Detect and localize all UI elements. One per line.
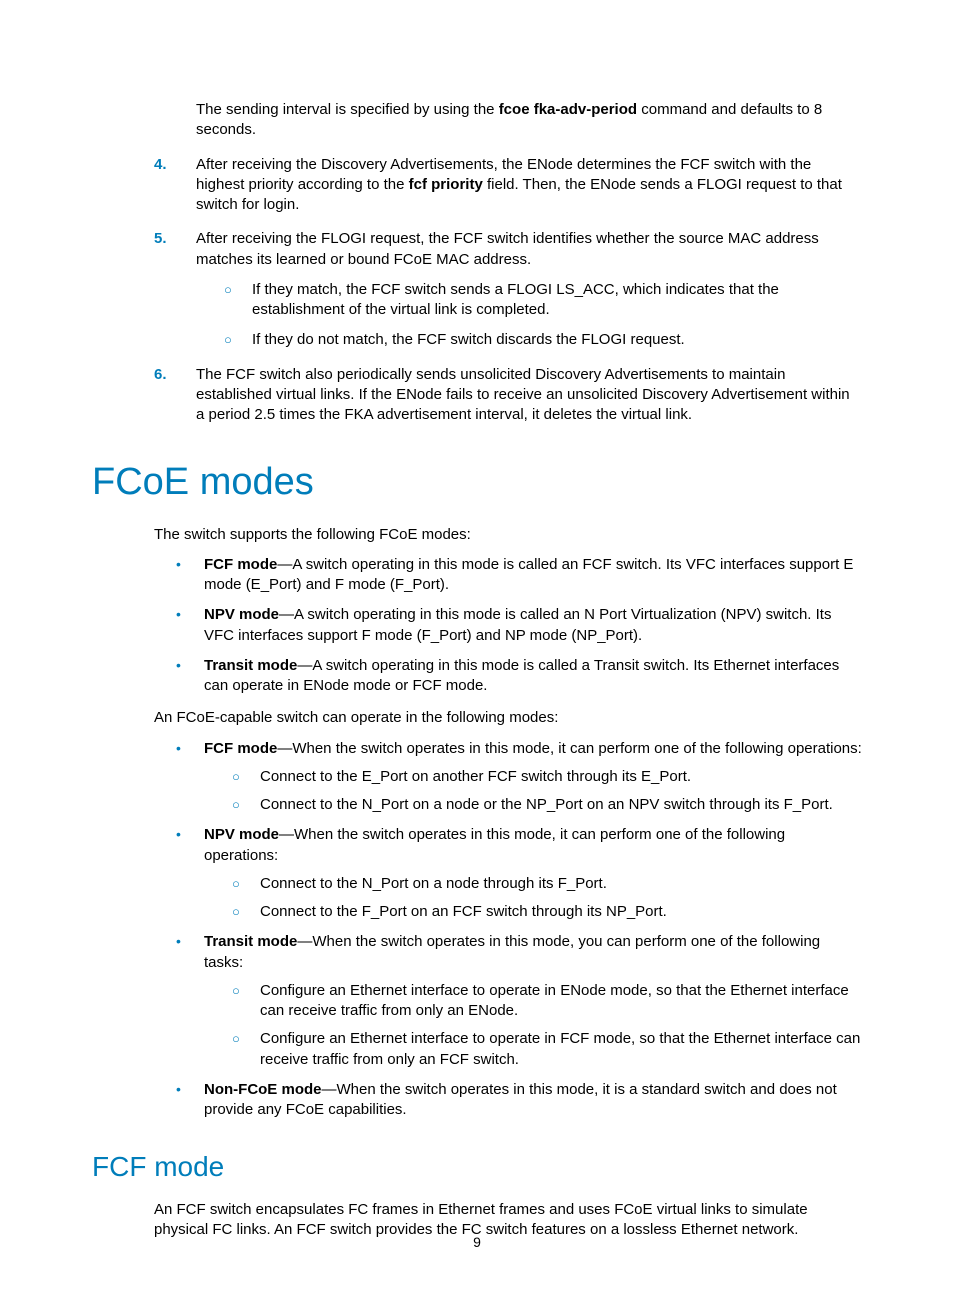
list-number: 6.	[154, 365, 196, 426]
text: —When the switch operates in this mode, …	[204, 933, 820, 970]
document-page: The sending interval is specified by usi…	[0, 0, 954, 1296]
bullet-list-item: • Transit mode—When the switch operates …	[176, 932, 862, 1070]
bullet-list-item: • NPV mode—When the switch operates in t…	[176, 825, 862, 922]
bullet-icon: •	[176, 1080, 204, 1121]
list-body: Transit mode—A switch operating in this …	[204, 656, 862, 697]
text: Connect to the E_Port on another FCF swi…	[260, 767, 862, 787]
ordered-list-item-5: 5. After receiving the FLOGI request, th…	[154, 229, 862, 350]
bullet-list-item: • FCF mode—A switch operating in this mo…	[176, 555, 862, 596]
list-number: 5.	[154, 229, 196, 350]
sub-list-item: ○ Connect to the E_Port on another FCF s…	[232, 767, 862, 787]
text: Connect to the N_Port on a node through …	[260, 874, 862, 894]
circle-marker-icon: ○	[232, 767, 260, 787]
bullet-icon: •	[176, 555, 204, 596]
list-body: NPV mode—When the switch operates in thi…	[204, 825, 862, 922]
sub-list-item: ○ If they do not match, the FCF switch d…	[224, 330, 862, 350]
list-body: After receiving the Discovery Advertisem…	[196, 155, 862, 216]
page-content: The sending interval is specified by usi…	[92, 100, 862, 1241]
list-body: After receiving the FLOGI request, the F…	[196, 229, 862, 350]
text: Connect to the F_Port on an FCF switch t…	[260, 902, 862, 922]
text: The sending interval is specified by usi…	[196, 101, 499, 118]
circle-marker-icon: ○	[232, 1029, 260, 1070]
mode-name: NPV mode	[204, 606, 279, 623]
sub-list-item: ○ Connect to the N_Port on a node or the…	[232, 795, 862, 815]
circle-marker-icon: ○	[224, 280, 252, 321]
text: —A switch operating in this mode is call…	[204, 657, 839, 694]
sub-list-item: ○ Configure an Ethernet interface to ope…	[232, 1029, 862, 1070]
list-body: Transit mode—When the switch operates in…	[204, 932, 862, 1070]
list-body: NPV mode—A switch operating in this mode…	[204, 605, 862, 646]
paragraph: The switch supports the following FCoE m…	[154, 525, 862, 545]
text: After receiving the FLOGI request, the F…	[196, 230, 819, 267]
bullet-list-item: • Non-FCoE mode—When the switch operates…	[176, 1080, 862, 1121]
ordered-list-item-6: 6. The FCF switch also periodically send…	[154, 365, 862, 426]
bullet-list-item: • FCF mode—When the switch operates in t…	[176, 739, 862, 816]
text: —When the switch operates in this mode, …	[277, 740, 861, 757]
command-name: fcoe fka-adv-period	[499, 101, 637, 118]
mode-name: Non-FCoE mode	[204, 1081, 322, 1098]
page-number: 9	[0, 1234, 954, 1250]
field-name: fcf priority	[409, 176, 483, 193]
subsection-heading-fcf-mode: FCF mode	[92, 1148, 862, 1186]
sub-list-item: ○ Configure an Ethernet interface to ope…	[232, 981, 862, 1022]
circle-marker-icon: ○	[232, 795, 260, 815]
list-number: 4.	[154, 155, 196, 216]
continuation-paragraph: The sending interval is specified by usi…	[196, 100, 862, 141]
mode-name: Transit mode	[204, 657, 297, 674]
text: Configure an Ethernet interface to opera…	[260, 1029, 862, 1070]
mode-name: Transit mode	[204, 933, 297, 950]
text: If they do not match, the FCF switch dis…	[252, 330, 862, 350]
circle-marker-icon: ○	[232, 981, 260, 1022]
bullet-list-item: • NPV mode—A switch operating in this mo…	[176, 605, 862, 646]
sub-list-item: ○ Connect to the F_Port on an FCF switch…	[232, 902, 862, 922]
text: If they match, the FCF switch sends a FL…	[252, 280, 862, 321]
section-heading-fcoe-modes: FCoE modes	[92, 457, 862, 508]
sub-list-item: ○ Connect to the N_Port on a node throug…	[232, 874, 862, 894]
list-body: FCF mode—A switch operating in this mode…	[204, 555, 862, 596]
circle-marker-icon: ○	[224, 330, 252, 350]
bullet-icon: •	[176, 932, 204, 1070]
bullet-icon: •	[176, 656, 204, 697]
circle-marker-icon: ○	[232, 902, 260, 922]
mode-name: NPV mode	[204, 826, 279, 843]
text: —When the switch operates in this mode, …	[204, 826, 785, 863]
mode-name: FCF mode	[204, 740, 277, 757]
text: Configure an Ethernet interface to opera…	[260, 981, 862, 1022]
text: Connect to the N_Port on a node or the N…	[260, 795, 862, 815]
circle-marker-icon: ○	[232, 874, 260, 894]
text: —A switch operating in this mode is call…	[204, 606, 831, 643]
text: —A switch operating in this mode is call…	[204, 556, 853, 593]
sub-list-item: ○ If they match, the FCF switch sends a …	[224, 280, 862, 321]
bullet-icon: •	[176, 739, 204, 816]
ordered-list-item-4: 4. After receiving the Discovery Adverti…	[154, 155, 862, 216]
mode-name: FCF mode	[204, 556, 277, 573]
bullet-icon: •	[176, 605, 204, 646]
paragraph: An FCoE-capable switch can operate in th…	[154, 708, 862, 728]
bullet-list-item: • Transit mode—A switch operating in thi…	[176, 656, 862, 697]
list-body: FCF mode—When the switch operates in thi…	[204, 739, 862, 816]
list-body: Non-FCoE mode—When the switch operates i…	[204, 1080, 862, 1121]
bullet-icon: •	[176, 825, 204, 922]
list-body: The FCF switch also periodically sends u…	[196, 365, 862, 426]
